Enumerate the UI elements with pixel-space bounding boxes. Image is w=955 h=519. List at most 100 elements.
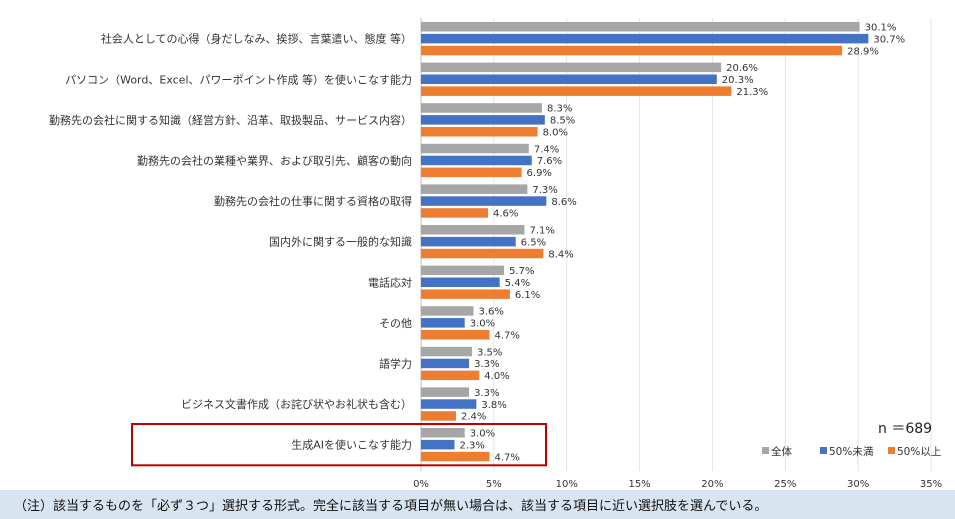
bar-全体 (421, 103, 542, 113)
x-tick-label: 0% (413, 479, 429, 490)
data-label: 8.0% (543, 128, 568, 139)
bar-50%未満 (421, 155, 532, 166)
data-label: 3.5% (477, 347, 502, 358)
x-tick-label: 30% (847, 479, 869, 490)
data-label: 28.9% (847, 46, 879, 57)
bar-50%以上 (421, 45, 843, 56)
bar-全体 (421, 225, 525, 235)
category-label: その他 (379, 317, 412, 330)
data-label: 7.3% (532, 185, 557, 196)
data-label: 3.8% (481, 400, 506, 411)
category-label: ビジネス文書作成（お詫び状やお礼状も含む） (181, 397, 412, 411)
bar-50%以上 (421, 127, 538, 137)
bars-layer: 30.1%30.7%28.9%20.6%20.3%21.3%8.3%8.5%8.… (421, 22, 905, 463)
highlight-box-layer (131, 423, 547, 467)
category-label: パソコン（Word、Excel、パワーポイント作成 等）を使いこなす能力 (65, 72, 412, 86)
data-label: 8.5% (550, 116, 575, 127)
bar-50%以上 (421, 451, 490, 462)
data-label: 30.7% (873, 34, 905, 45)
bar-50%未満 (421, 318, 465, 328)
bar-50%未満 (421, 439, 455, 450)
bar-50%以上 (421, 370, 480, 381)
bar-50%未満 (421, 115, 545, 125)
data-label: 2.4% (461, 412, 486, 423)
data-label: 3.3% (474, 388, 499, 399)
data-label: 3.0% (470, 319, 495, 330)
bar-全体 (421, 22, 860, 32)
bar-chart: 30.1%30.7%28.9%20.6%20.3%21.3%8.3%8.5%8.… (49, 18, 942, 490)
bar-50%未満 (421, 33, 869, 44)
bar-全体 (421, 184, 528, 194)
bar-全体 (421, 346, 472, 357)
x-tick-label: 20% (701, 479, 723, 490)
data-label: 30.1% (865, 23, 897, 34)
bar-50%以上 (421, 167, 522, 178)
bar-50%以上 (421, 248, 544, 259)
data-label: 3.0% (470, 429, 495, 440)
highlight-box (131, 423, 547, 467)
bar-50%以上 (421, 86, 732, 96)
category-label: 電話応対 (368, 275, 412, 289)
data-label: 5.7% (509, 266, 534, 277)
x-tick-label: 10% (556, 479, 578, 490)
footnote-bar: （注）該当するものを「必ず３つ」選択する形式。完全に該当する項目が無い場合は、該… (0, 490, 955, 519)
data-label: 8.3% (547, 104, 572, 115)
data-label: 4.6% (493, 209, 518, 220)
bar-50%未満 (421, 358, 470, 369)
category-label: 勤務先の会社の仕事に関する資格の取得 (214, 194, 412, 208)
data-label: 6.5% (521, 237, 546, 248)
data-label: 6.9% (527, 168, 552, 179)
bar-50%以上 (421, 330, 490, 340)
legend-swatch (820, 447, 827, 454)
data-label: 4.0% (484, 371, 509, 382)
bar-全体 (421, 387, 470, 397)
data-label: 5.4% (505, 278, 530, 289)
data-label: 7.1% (529, 226, 554, 237)
bar-全体 (421, 428, 465, 438)
bar-50%以上 (421, 208, 489, 218)
legend-label: 50%未満 (829, 446, 874, 458)
legend: 全体 50%未満 50%以上 (762, 445, 941, 458)
x-tick-label: 15% (628, 479, 650, 490)
bar-全体 (421, 143, 529, 154)
legend-label: 50%以上 (897, 446, 941, 458)
bar-全体 (421, 306, 474, 316)
category-label: 国内外に関する一般的な知識 (269, 235, 412, 249)
data-label: 7.6% (537, 156, 562, 167)
data-label: 6.1% (515, 290, 540, 301)
x-axis-ticks: 0% 5% 10% 15% 20% 25% 30% 35% (413, 479, 942, 490)
legend-swatch (888, 447, 895, 454)
data-label: 2.3% (460, 440, 485, 451)
category-label: 語学力 (379, 356, 412, 370)
data-label: 3.3% (474, 359, 499, 370)
category-label: 社会人としての心得（身だしなみ、挨拶、言葉遣い、態度 等） (101, 32, 412, 46)
bar-50%以上 (421, 289, 510, 299)
data-label: 21.3% (736, 87, 768, 98)
sample-size-label: n ＝689 (878, 421, 932, 437)
data-label: 4.7% (494, 331, 519, 342)
category-label: 勤務先の会社に関する知識（経営方針、沿革、取扱製品、サービス内容） (49, 113, 412, 127)
data-label: 4.7% (494, 452, 519, 463)
category-labels: 社会人としての心得（身だしなみ、挨拶、言葉遣い、態度 等） パソコン（Word、E… (49, 32, 412, 452)
bar-50%未満 (421, 196, 547, 206)
data-label: 7.4% (534, 144, 559, 155)
x-tick-label: 25% (774, 479, 796, 490)
bar-50%未満 (421, 277, 500, 287)
legend-swatch (762, 447, 769, 454)
bar-50%未満 (421, 399, 477, 409)
bar-50%以上 (421, 411, 456, 421)
bar-50%未満 (421, 74, 717, 84)
x-tick-label: 5% (486, 479, 502, 490)
legend-label: 全体 (771, 445, 792, 458)
data-label: 3.6% (478, 307, 503, 318)
x-tick-label: 35% (920, 479, 942, 490)
footnote-text: （注）該当するものを「必ず３つ」選択する形式。完全に該当する項目が無い場合は、該… (14, 499, 768, 514)
bar-全体 (421, 265, 505, 276)
data-label: 20.6% (726, 63, 758, 74)
category-label: 生成AIを使いこなす能力 (291, 438, 412, 452)
data-label: 8.4% (548, 249, 573, 260)
bar-50%未満 (421, 236, 516, 247)
category-label: 勤務先の会社の業種や業界、および取引先、顧客の動向 (137, 153, 412, 167)
bar-全体 (421, 62, 722, 73)
data-label: 8.6% (551, 197, 576, 208)
